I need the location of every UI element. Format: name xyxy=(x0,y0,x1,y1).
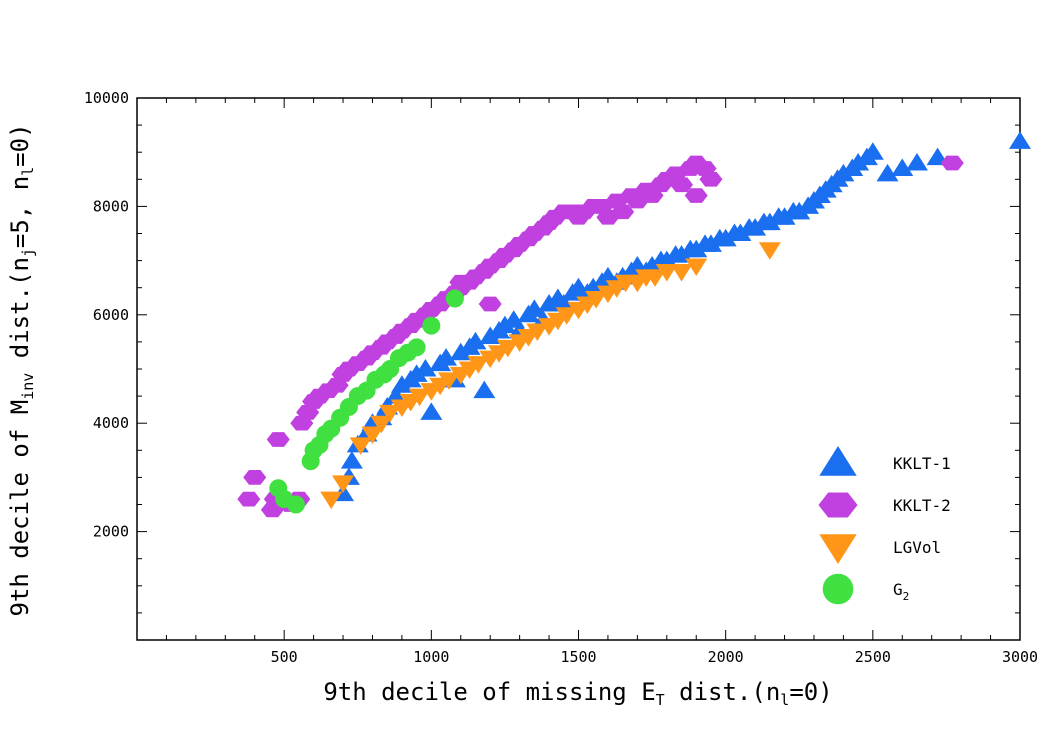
data-point xyxy=(340,451,363,469)
series-g xyxy=(269,289,464,514)
plot-frame xyxy=(136,97,1021,641)
legend-item: G2 xyxy=(822,573,909,605)
data-point xyxy=(758,242,781,260)
data-point xyxy=(449,274,473,290)
data-point xyxy=(611,204,635,220)
x-tick-label: 1000 xyxy=(413,648,449,666)
legend-label: G2 xyxy=(893,580,909,603)
series-kklt-2 xyxy=(237,155,964,518)
legend-item: KKLT-1 xyxy=(819,446,951,476)
data-point xyxy=(940,155,964,171)
legend-label: KKLT-2 xyxy=(893,496,951,515)
series-lgvol xyxy=(320,242,781,510)
y-tick-label: 10000 xyxy=(84,89,129,107)
data-point xyxy=(266,432,290,447)
data-point xyxy=(237,491,261,507)
data-point xyxy=(286,495,305,514)
y-tick-label: 8000 xyxy=(93,197,129,215)
svg-text:9th decile of missing ET dist.: 9th decile of missing ET dist.(nl=0) xyxy=(323,678,832,709)
legend-marker xyxy=(819,534,857,564)
svg-text:9th decile of Minv dist.(nj=5,: 9th decile of Minv dist.(nj=5, nl=0) xyxy=(6,123,37,616)
data-point xyxy=(552,293,575,312)
legend-marker xyxy=(819,446,857,476)
legend-marker xyxy=(822,573,854,605)
data-point xyxy=(349,437,372,455)
data-points xyxy=(237,131,1031,518)
legend-item: KKLT-2 xyxy=(818,492,951,518)
x-tick-label: 2000 xyxy=(708,648,744,666)
data-point xyxy=(670,177,694,193)
data-point xyxy=(435,348,458,366)
data-point xyxy=(670,263,693,282)
data-point xyxy=(861,142,884,160)
data-point xyxy=(473,380,496,399)
data-point xyxy=(876,163,899,182)
legend-item: LGVol xyxy=(819,534,941,564)
data-point xyxy=(655,263,678,282)
data-point xyxy=(905,153,928,171)
data-point xyxy=(467,356,490,374)
x-axis-title: 9th decile of missing ET dist.(nl=0) xyxy=(323,678,832,709)
data-point xyxy=(332,475,355,493)
data-point xyxy=(496,339,519,358)
y-axis-title: 9th decile of Minv dist.(nj=5, nl=0) xyxy=(6,123,37,616)
data-point xyxy=(478,296,502,312)
x-tick-label: 2500 xyxy=(855,648,891,666)
x-tick-label: 1500 xyxy=(560,648,596,666)
data-point xyxy=(699,171,723,187)
y-tick-label: 2000 xyxy=(93,523,129,541)
data-point xyxy=(555,307,578,325)
data-point xyxy=(523,299,546,317)
x-tick-label: 500 xyxy=(271,648,298,666)
data-point xyxy=(526,323,549,342)
data-point xyxy=(464,331,487,350)
data-point xyxy=(684,188,708,203)
data-point xyxy=(320,491,343,510)
data-point xyxy=(422,316,441,335)
data-point xyxy=(379,404,402,423)
data-point xyxy=(437,372,460,390)
data-point xyxy=(891,158,914,176)
legend: KKLT-1 KKLT-2 LGVol G2 xyxy=(818,446,951,605)
data-point xyxy=(370,415,393,434)
y-tick-label: 6000 xyxy=(93,306,129,324)
legend-label: LGVol xyxy=(893,538,941,557)
data-point xyxy=(420,402,443,420)
y-tick-label: 4000 xyxy=(93,414,129,432)
data-point xyxy=(445,289,464,308)
legend-label: KKLT-1 xyxy=(893,454,951,473)
data-point xyxy=(685,258,708,277)
data-point xyxy=(385,386,408,404)
data-point xyxy=(1009,131,1031,149)
data-point xyxy=(361,426,384,445)
data-point xyxy=(408,388,431,407)
data-point xyxy=(414,359,437,377)
data-point xyxy=(585,291,608,309)
legend-marker xyxy=(818,492,858,518)
data-point xyxy=(243,470,267,485)
data-point xyxy=(644,269,667,287)
axis-ticks: 500 1000 1500 2000 2500 3000 2000 4000 6000 8000 1… xyxy=(84,89,1038,666)
x-tick-label: 3000 xyxy=(1002,648,1038,666)
data-point xyxy=(407,338,426,357)
